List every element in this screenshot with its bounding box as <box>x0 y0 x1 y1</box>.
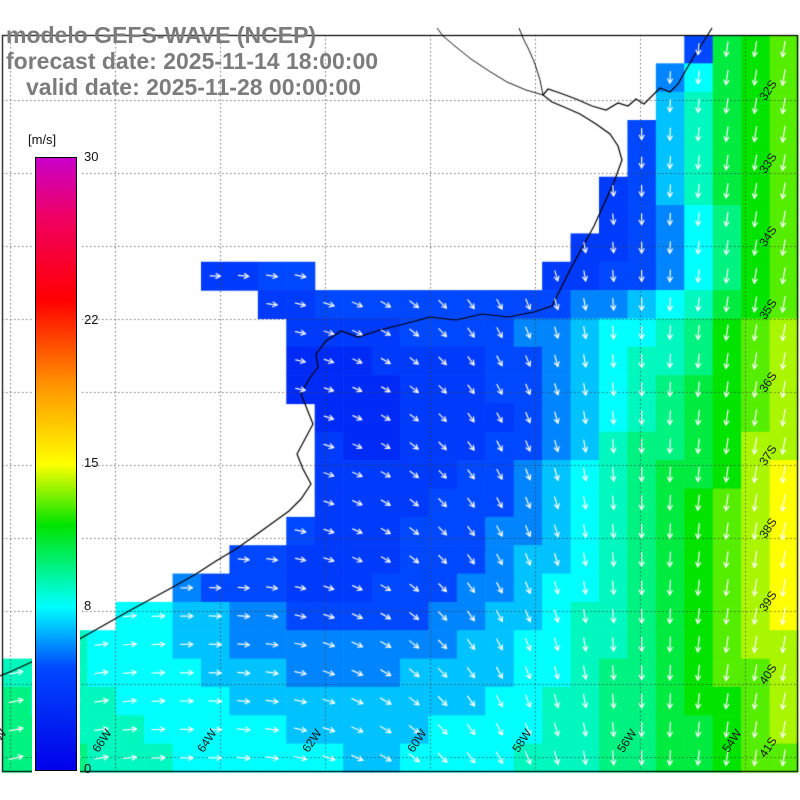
colorbar-frame <box>32 154 80 774</box>
colorbar-tick-label: 22 <box>84 312 99 328</box>
colorbar-unit-label: [m/s] <box>28 132 57 147</box>
colorbar-gradient <box>35 157 77 771</box>
colorbar-tick-label: 15 <box>84 455 99 470</box>
colorbar-tick-label: 30 <box>84 149 99 164</box>
colorbar-tick-label: 0 <box>84 761 92 776</box>
valid-date: valid date: 2025-11-28 00:00:00 <box>26 74 361 100</box>
model-title: modelo GEFS-WAVE (NCEP) <box>6 22 317 48</box>
colorbar-tick-label: 8 <box>84 597 92 613</box>
forecast-date: forecast date: 2025-11-14 18:00:00 <box>6 48 379 74</box>
colorbar: [m/s] 30 22 15 8 0 <box>28 132 108 792</box>
